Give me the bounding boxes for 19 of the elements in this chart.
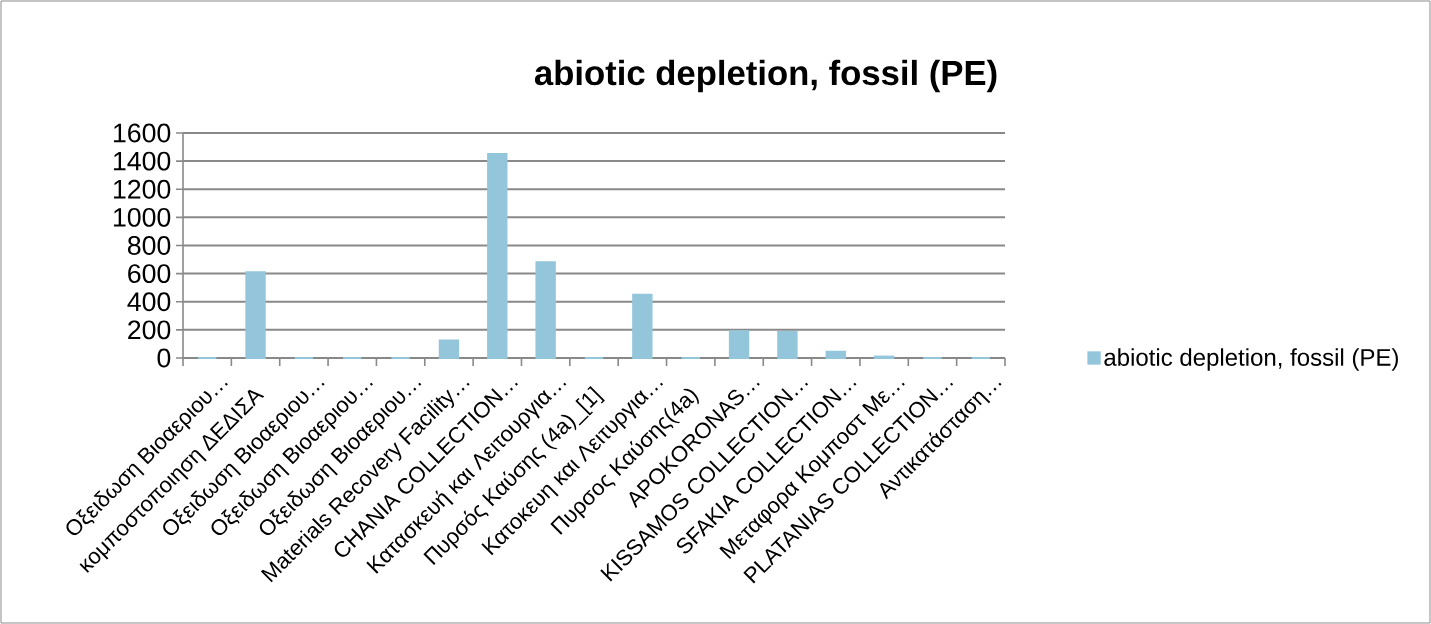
bar xyxy=(632,293,653,359)
bar xyxy=(777,330,798,359)
y-tick-label: 1200 xyxy=(114,179,171,199)
y-tick-label: 0 xyxy=(157,348,171,368)
bar xyxy=(438,339,460,359)
y-tick-label: 200 xyxy=(128,320,171,340)
y-tick-label: 1600 xyxy=(114,123,171,143)
bar xyxy=(487,153,508,359)
y-tick-label: 600 xyxy=(128,264,171,284)
y-tick-label: 400 xyxy=(127,292,171,312)
bar xyxy=(245,271,266,359)
bar xyxy=(535,261,556,359)
chart-title: abiotic depletion, fossil (PE) xyxy=(534,59,997,93)
legend-label: abiotic depletion, fossil (PE) xyxy=(1104,348,1398,371)
bar xyxy=(825,350,846,359)
bar xyxy=(728,330,750,359)
y-tick-label: 1000 xyxy=(114,207,171,227)
y-tick-label: 1400 xyxy=(114,151,171,171)
y-tick-label: 800 xyxy=(127,236,171,255)
